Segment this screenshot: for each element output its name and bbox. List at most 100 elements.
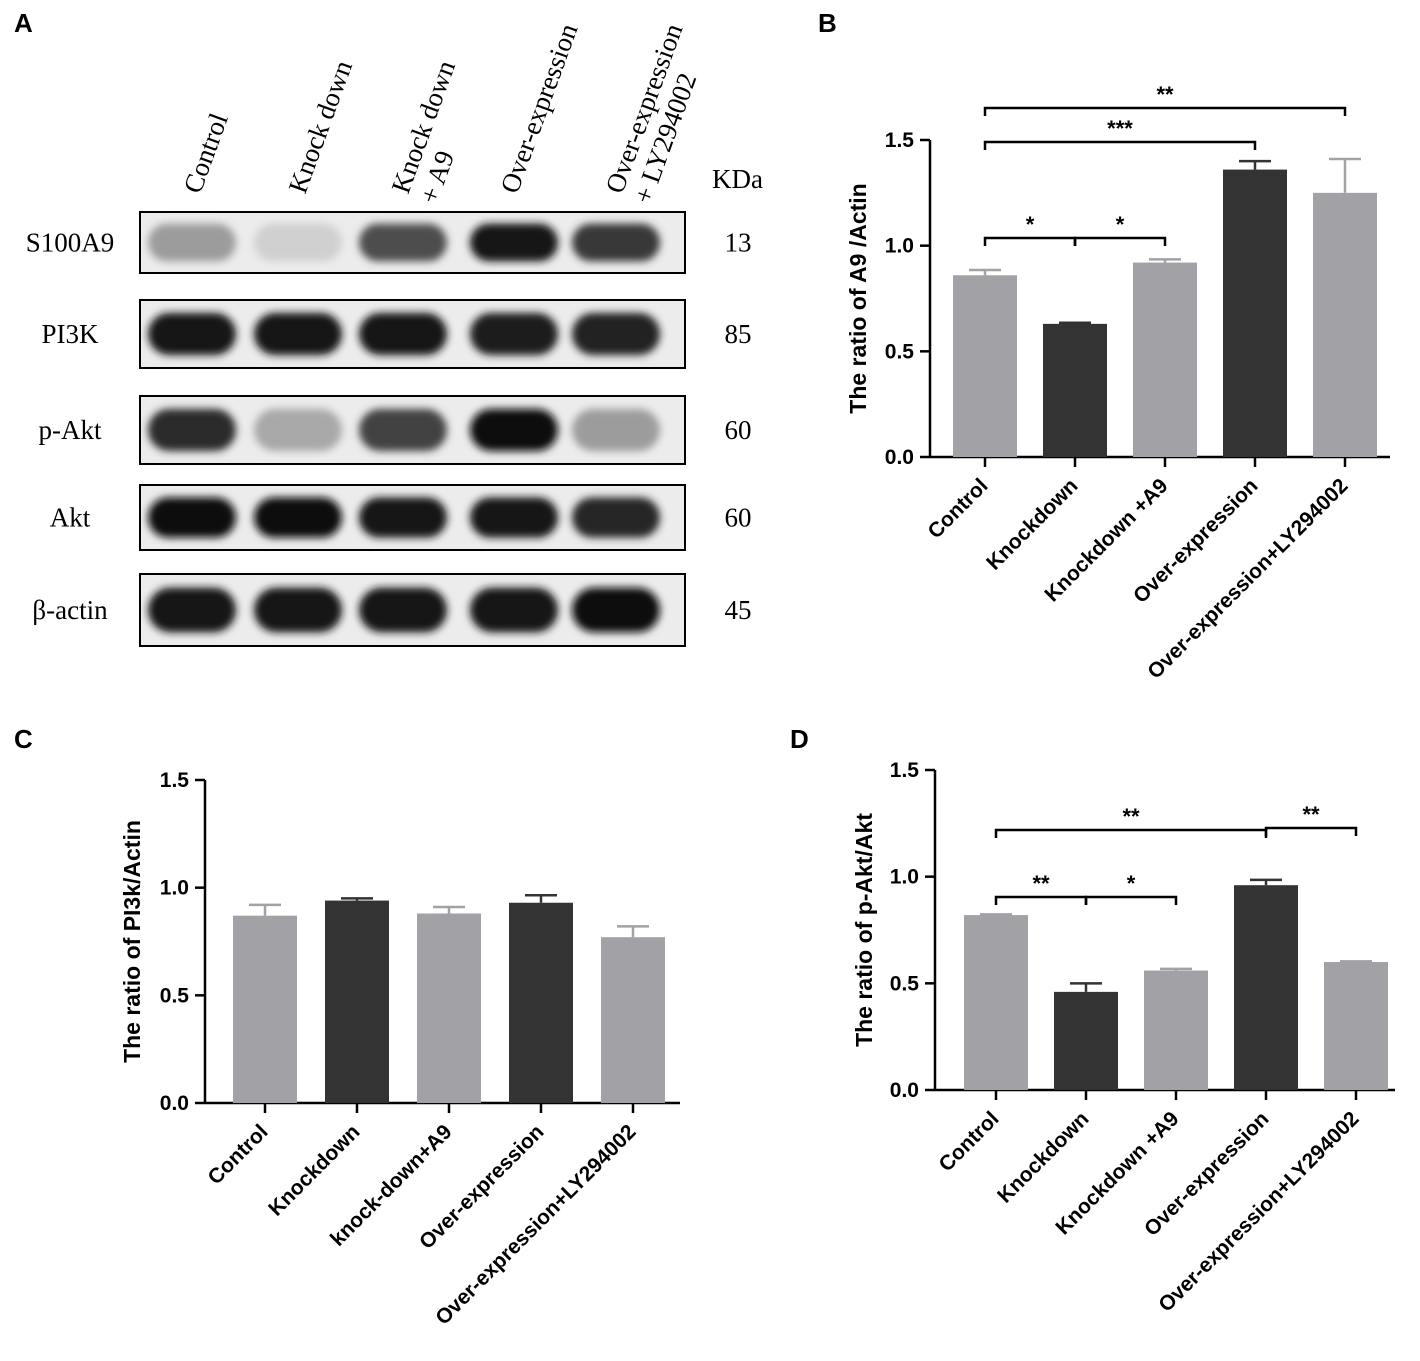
significance-label: * <box>1026 212 1035 237</box>
significance-bracket: ** <box>994 804 1268 838</box>
x-tick-label: Over-expression+LY294002 <box>1143 474 1352 683</box>
blot-lane-label-2: Knock down+ A9 <box>385 56 461 207</box>
significance-line <box>983 106 1347 116</box>
blot-band <box>470 587 558 633</box>
blot-lane-label-1: Knock down <box>282 56 358 197</box>
bar <box>964 915 1028 1090</box>
bar <box>1313 192 1377 458</box>
blot-band <box>254 312 342 356</box>
bar <box>417 913 481 1103</box>
blot-band <box>470 312 558 356</box>
significance-bracket: * <box>983 212 1077 246</box>
significance-label: ** <box>1156 82 1174 107</box>
significance-line <box>1264 826 1358 836</box>
blot-row-1: PI3K 85 <box>41 299 752 369</box>
significance-line <box>983 140 1257 150</box>
significance-label: * <box>1116 212 1125 237</box>
bar <box>1043 323 1107 457</box>
panel-letter-a: A <box>14 8 33 38</box>
blot-band <box>359 587 447 633</box>
blot-band <box>148 312 236 356</box>
y-axis-label: The ratio of A9 /Actin <box>845 183 871 413</box>
bar <box>325 900 389 1103</box>
y-tick-label: 1.0 <box>885 235 914 258</box>
blot-band <box>148 497 236 538</box>
chart-c: 0.0 0.5 1.0 1.5 The ratio of PI3k/Actin Contr… <box>119 769 680 1330</box>
significance-bracket: ** <box>983 82 1347 116</box>
y-tick-label: 0.5 <box>885 340 915 363</box>
blot-band <box>572 587 660 633</box>
y-tick-label: 0.0 <box>885 446 914 469</box>
blot-lane-label-line1-1: Knock down <box>282 56 358 197</box>
blot-kda-value: 45 <box>725 595 752 625</box>
blot-protein-label: Akt <box>50 503 91 533</box>
panel-letter-b: B <box>818 8 837 38</box>
blot-band <box>254 223 342 262</box>
y-tick-label: 0.5 <box>160 984 190 1007</box>
significance-label: *** <box>1107 116 1133 141</box>
blot-lane-label-line1-0: Control <box>177 109 233 197</box>
significance-line <box>1073 236 1167 246</box>
y-tick-label: 0.0 <box>160 1092 189 1115</box>
bar <box>233 915 297 1103</box>
blot-protein-label: β-actin <box>32 595 108 625</box>
blot-band <box>254 497 342 538</box>
panel-letter-d: D <box>790 724 809 754</box>
significance-bracket: ** <box>994 871 1088 905</box>
significance-line <box>983 236 1077 246</box>
blot-kda-value: 60 <box>725 503 752 533</box>
blot-band <box>572 223 660 262</box>
blot-lane-label-0: Control <box>177 109 233 197</box>
y-tick-label: 0.0 <box>890 1079 919 1102</box>
blot-kda-value: 60 <box>725 415 752 445</box>
x-tick-label: Knockdown <box>982 474 1082 574</box>
blot-band <box>359 312 447 356</box>
blot-row-3: Akt 60 <box>50 484 752 551</box>
blot-row-4: β-actin 45 <box>32 573 752 647</box>
blot-band <box>148 587 236 633</box>
blot-row-0: S100A9 13 <box>26 211 752 274</box>
y-tick-label: 1.0 <box>890 866 919 889</box>
significance-line <box>1084 895 1178 905</box>
y-tick-label: 1.5 <box>160 769 190 792</box>
x-tick-label: Control <box>203 1120 272 1189</box>
x-tick-label: Knockdown <box>993 1107 1093 1207</box>
blot-band <box>470 408 558 452</box>
blot-band <box>359 223 447 262</box>
blot-rows: S100A9 13 PI3K 85 p-Akt 60 Akt 60 β-actin 45 <box>26 211 752 647</box>
significance-line <box>994 895 1088 905</box>
bar <box>953 275 1017 457</box>
significance-label: ** <box>1122 804 1140 829</box>
blot-row-2: p-Akt 60 <box>39 395 752 465</box>
blot-band <box>148 223 236 262</box>
y-tick-label: 1.5 <box>885 129 915 152</box>
bar <box>1144 970 1208 1090</box>
x-tick-label: Control <box>923 474 992 543</box>
blot-lane-label-line1-3: Over-expression <box>494 19 583 197</box>
blot-protein-label: p-Akt <box>39 415 102 445</box>
bar <box>1054 991 1118 1090</box>
bar <box>1324 962 1388 1090</box>
x-tick-label: Over-expression+LY294002 <box>431 1120 640 1329</box>
y-tick-label: 1.5 <box>890 759 920 782</box>
x-tick-label: Control <box>934 1107 1003 1176</box>
blot-band <box>359 408 447 452</box>
chart-b: 0.0 0.5 1.0 1.5 The ratio of A9 /Actin Contro… <box>845 82 1390 684</box>
blot-kda-value: 85 <box>725 319 752 349</box>
blot-band <box>148 408 236 452</box>
y-tick-label: 0.5 <box>890 972 920 995</box>
significance-label: ** <box>1302 802 1320 827</box>
significance-label: ** <box>1032 871 1050 896</box>
blot-band <box>470 497 558 538</box>
y-axis-label: The ratio of PI3k/Actin <box>119 820 145 1063</box>
bar <box>1223 169 1287 457</box>
chart-d: 0.0 0.5 1.0 1.5 The ratio of p-Akt/Akt Contro… <box>851 759 1395 1317</box>
x-tick-label: Knockdown <box>264 1120 364 1220</box>
blot-lane-labels: Control Knock down Knock down+ A9 Over-expr… <box>177 19 702 207</box>
significance-line <box>994 828 1268 838</box>
blot-lane-label-3: Over-expression <box>494 19 583 197</box>
y-tick-label: 1.0 <box>160 877 189 900</box>
blot-band <box>572 497 660 538</box>
